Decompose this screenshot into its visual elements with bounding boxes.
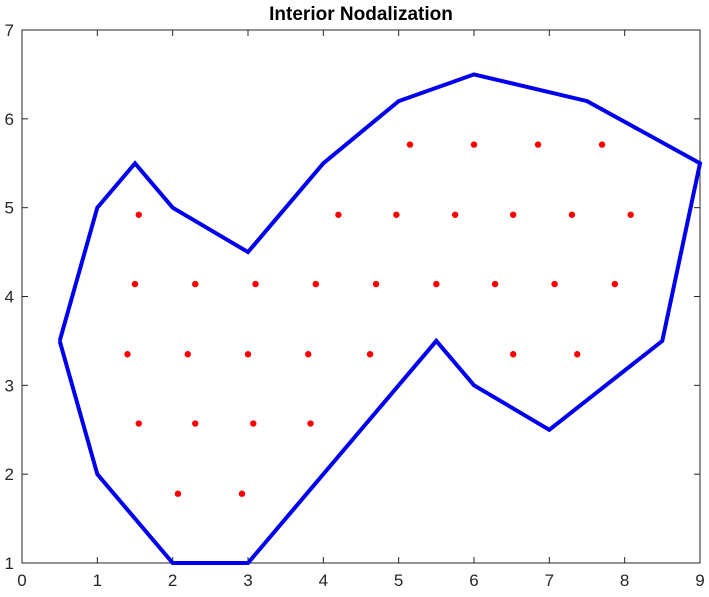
x-tick-label: 5 — [394, 571, 403, 590]
node-point — [574, 351, 581, 358]
x-tick-label: 1 — [93, 571, 102, 590]
x-tick-label: 3 — [243, 571, 252, 590]
x-tick-label: 0 — [17, 571, 26, 590]
node-point — [627, 211, 634, 218]
node-point — [509, 351, 517, 358]
x-tick-label: 2 — [168, 571, 177, 590]
x-tick-label: 6 — [469, 571, 478, 590]
x-tick-label: 7 — [545, 571, 554, 590]
node-point — [509, 211, 517, 218]
node-point — [393, 211, 400, 218]
node-point — [551, 280, 558, 288]
node-point — [598, 141, 606, 148]
node-point — [335, 211, 342, 218]
node-point — [135, 420, 142, 427]
node-point — [366, 351, 374, 358]
x-tick-label: 9 — [695, 571, 704, 590]
node-point — [238, 490, 246, 497]
y-tick-label: 6 — [5, 110, 14, 129]
chart-title: Interior Nodalization — [269, 4, 453, 25]
node-point — [611, 280, 619, 288]
node-point — [307, 420, 314, 427]
node-point — [244, 351, 252, 358]
node-point — [433, 280, 440, 288]
node-point — [174, 490, 182, 497]
series-group — [57, 72, 703, 565]
boundary-line — [57, 72, 703, 565]
y-tick-label: 1 — [5, 554, 14, 573]
node-point — [124, 351, 131, 358]
node-point — [305, 351, 312, 358]
node-point — [184, 351, 191, 358]
node-point — [491, 280, 499, 288]
node-point — [135, 211, 142, 218]
node-point — [372, 280, 380, 288]
x-axis: 0 1 2 3 4 5 6 7 8 9 — [17, 30, 705, 590]
y-tick-label: 7 — [5, 21, 14, 40]
node-point — [192, 280, 199, 288]
node-point — [451, 211, 459, 218]
node-point — [534, 141, 542, 148]
node-point — [252, 280, 259, 288]
node-point — [192, 420, 199, 427]
y-tick-label: 3 — [5, 376, 14, 395]
node-point — [250, 420, 257, 427]
x-tick-label: 8 — [620, 571, 629, 590]
node-point — [406, 141, 414, 148]
node-point — [470, 141, 478, 148]
y-tick-label: 2 — [5, 465, 14, 484]
y-tick-label: 4 — [5, 288, 14, 307]
node-point — [312, 280, 319, 288]
y-axis: 1 2 3 4 5 6 7 — [5, 21, 700, 573]
x-tick-label: 4 — [319, 571, 328, 590]
node-point — [568, 211, 576, 218]
y-tick-label: 5 — [5, 199, 14, 218]
node-point — [131, 280, 139, 288]
